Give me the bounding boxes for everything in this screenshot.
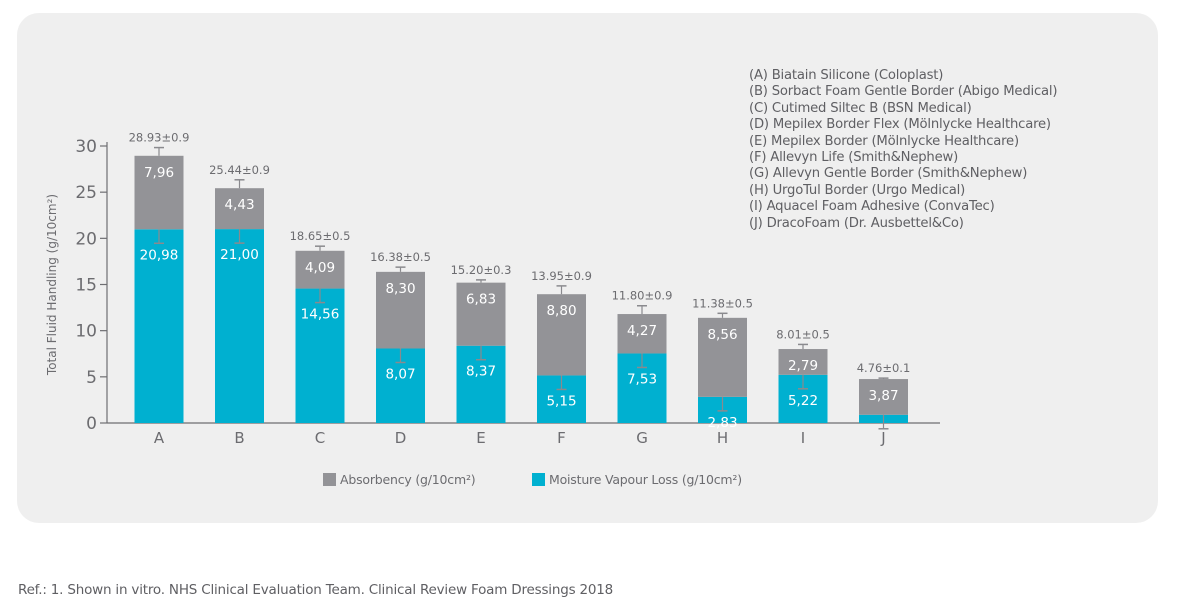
x-tick-label: E bbox=[476, 429, 485, 447]
bar-segment-absorbency bbox=[215, 188, 264, 230]
data-label-absorbency: 8,56 bbox=[707, 327, 737, 343]
product-key-list: (A) Biatain Silicone (Coloplast) (B) Sor… bbox=[749, 68, 1057, 232]
data-label-absorbency: 2,79 bbox=[788, 358, 818, 374]
x-tick-label: H bbox=[717, 429, 728, 447]
data-label-moisture-vapour-loss: 7,53 bbox=[627, 371, 657, 387]
bar-segment-absorbency bbox=[295, 250, 345, 289]
chart-panel bbox=[17, 13, 1158, 523]
y-tick-label: 5 bbox=[86, 368, 97, 388]
total-value-label: 15.20±0.3 bbox=[451, 263, 512, 277]
data-label-moisture-vapour-loss: 5,15 bbox=[546, 393, 576, 409]
y-tick-label: 0 bbox=[86, 414, 97, 434]
bar-segment-absorbency bbox=[537, 294, 586, 376]
data-label-absorbency: 4,43 bbox=[224, 197, 254, 213]
product-key-item: (B) Sorbact Foam Gentle Border (Abigo Me… bbox=[749, 84, 1058, 100]
bar-segment-absorbency bbox=[134, 155, 184, 230]
y-axis-title: Total Fluid Handling (g/10cm²) bbox=[45, 194, 59, 376]
product-key-item: (C) Cutimed Siltec B (BSN Medical) bbox=[749, 100, 972, 116]
y-tick-label: 20 bbox=[75, 229, 97, 249]
x-tick-label: B bbox=[234, 429, 244, 447]
legend-item-absorbency: Absorbency (g/10cm²) bbox=[323, 472, 476, 487]
legend-label-mvl: Moisture Vapour Loss (g/10cm²) bbox=[549, 472, 742, 487]
total-value-label: 18.65±0.5 bbox=[290, 229, 351, 243]
y-tick-label: 15 bbox=[75, 276, 97, 296]
total-value-label: 11.80±0.9 bbox=[612, 289, 673, 303]
data-label-absorbency: 8,80 bbox=[546, 303, 576, 319]
data-label-absorbency: 4,09 bbox=[305, 260, 335, 276]
legend-swatch-mvl bbox=[532, 473, 545, 486]
bar-segment-absorbency bbox=[617, 314, 667, 354]
product-key-item: (D) Mepilex Border Flex (Mölnlycke Healt… bbox=[749, 117, 1051, 133]
x-tick-label: A bbox=[154, 429, 165, 447]
total-value-label: 16.38±0.5 bbox=[370, 250, 431, 264]
y-tick-label: 25 bbox=[75, 183, 97, 203]
bar-segment-moisture-vapour-loss bbox=[295, 288, 345, 423]
product-key-item: (J) DracoFoam (Dr. Ausbettel&Co) bbox=[749, 215, 964, 231]
data-label-moisture-vapour-loss: 5,22 bbox=[788, 393, 818, 409]
total-value-label: 4.76±0.1 bbox=[857, 361, 911, 375]
reference-note: Ref.: 1. Shown in vitro. NHS Clinical Ev… bbox=[18, 582, 614, 598]
product-key-item: (E) Mepilex Border (Mölnlycke Healthcare… bbox=[749, 133, 1019, 149]
data-label-absorbency: 4,27 bbox=[627, 323, 657, 339]
data-label-absorbency: 3,87 bbox=[868, 388, 898, 404]
y-tick-label: 30 bbox=[75, 137, 97, 157]
product-key-item: (F) Allevyn Life (Smith&Nephew) bbox=[749, 150, 959, 166]
data-label-absorbency: 6,83 bbox=[466, 292, 496, 308]
y-tick-label: 10 bbox=[75, 322, 97, 342]
x-tick-label: I bbox=[801, 429, 805, 447]
bar-segment-moisture-vapour-loss bbox=[215, 229, 264, 423]
bar-segment-absorbency bbox=[456, 282, 506, 346]
total-value-label: 25.44±0.9 bbox=[209, 163, 270, 177]
data-label-moisture-vapour-loss: 2,83 bbox=[707, 415, 737, 431]
data-label-moisture-vapour-loss: 8,07 bbox=[385, 366, 415, 382]
product-key-item: (G) Allevyn Gentle Border (Smith&Nephew) bbox=[749, 166, 1028, 182]
total-value-label: 8.01±0.5 bbox=[776, 327, 830, 341]
bar-segment-absorbency bbox=[778, 349, 828, 375]
x-tick-label: C bbox=[315, 429, 325, 447]
total-value-label: 28.93±0.9 bbox=[129, 131, 190, 145]
total-value-label: 13.95±0.9 bbox=[531, 269, 592, 283]
bar-segment-absorbency bbox=[859, 379, 908, 415]
x-tick-label: G bbox=[636, 429, 648, 447]
product-key-item: (I) Aquacel Foam Adhesive (ConvaTec) bbox=[749, 199, 995, 215]
x-tick-label: F bbox=[557, 429, 566, 447]
bar-segment-absorbency bbox=[698, 317, 747, 397]
legend-item-mvl: Moisture Vapour Loss (g/10cm²) bbox=[532, 472, 742, 487]
x-tick-label: J bbox=[880, 429, 885, 447]
product-key-item: (H) UrgoTul Border (Urgo Medical) bbox=[749, 182, 966, 198]
legend-label-absorbency: Absorbency (g/10cm²) bbox=[340, 472, 476, 487]
data-label-moisture-vapour-loss: 8,37 bbox=[466, 364, 496, 380]
data-label-absorbency: 8,30 bbox=[385, 281, 415, 297]
product-key-item: (A) Biatain Silicone (Coloplast) bbox=[749, 68, 944, 83]
bar-segment-absorbency bbox=[376, 271, 425, 349]
bar-segment-moisture-vapour-loss bbox=[134, 229, 184, 423]
x-tick-label: D bbox=[395, 429, 407, 447]
data-label-moisture-vapour-loss: 21,00 bbox=[220, 247, 259, 263]
total-value-label: 11.38±0.5 bbox=[692, 296, 753, 310]
data-label-moisture-vapour-loss: 14,56 bbox=[301, 307, 340, 323]
data-label-moisture-vapour-loss: 20,98 bbox=[140, 247, 179, 263]
legend-swatch-absorbency bbox=[323, 473, 336, 486]
data-label-absorbency: 7,96 bbox=[144, 165, 174, 181]
